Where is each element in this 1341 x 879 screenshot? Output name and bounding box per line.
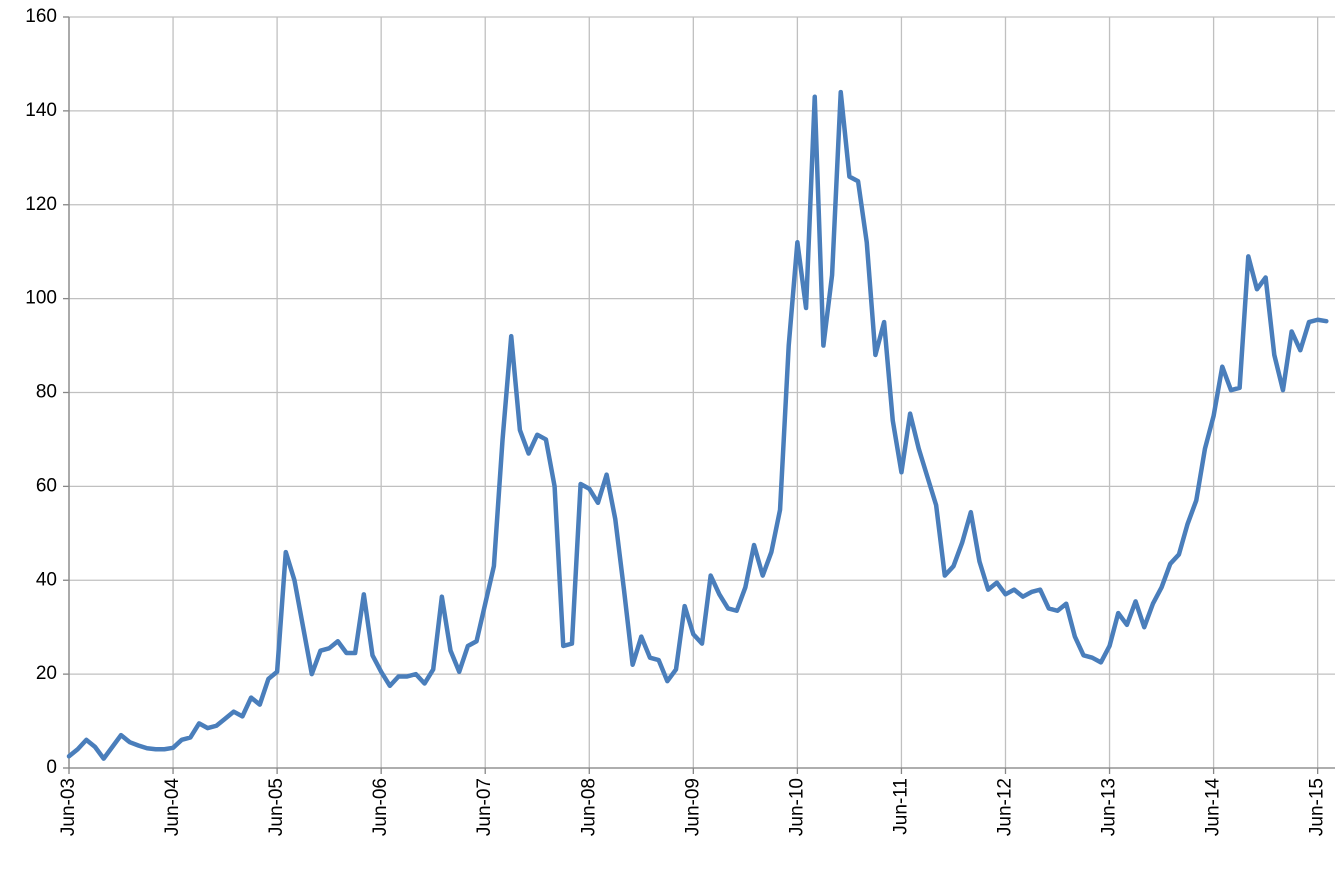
y-tick-label: 60	[36, 475, 57, 496]
data-line	[66, 89, 1329, 761]
x-tick-label: Jun-06	[370, 778, 391, 836]
x-tick-label: Jun-10	[786, 778, 807, 836]
x-tick-label: Jun-11	[890, 778, 911, 835]
y-tick-label: 100	[25, 288, 57, 309]
x-tick-label: Jun-03	[58, 778, 79, 836]
x-tick-label: Jun-08	[578, 778, 599, 836]
x-tick-label: Jun-05	[266, 778, 287, 836]
x-tick-label: Jun-07	[474, 778, 495, 836]
y-tick-label: 40	[36, 569, 57, 590]
y-tick-label: 80	[36, 382, 57, 403]
x-tick-label: Jun-15	[1307, 778, 1328, 836]
x-tick-label: Jun-13	[1099, 778, 1120, 836]
y-tick-label: 140	[25, 100, 57, 121]
x-tick-label: Jun-04	[162, 778, 183, 837]
y-tick-label: 20	[36, 663, 57, 684]
x-tick-label: Jun-12	[995, 778, 1016, 836]
x-tick-label: Jun-14	[1203, 778, 1224, 837]
x-tick-label: Jun-09	[682, 778, 703, 836]
y-tick-label: 160	[25, 6, 57, 27]
y-tick-label: 120	[25, 194, 57, 215]
y-tick-label: 0	[46, 757, 57, 778]
